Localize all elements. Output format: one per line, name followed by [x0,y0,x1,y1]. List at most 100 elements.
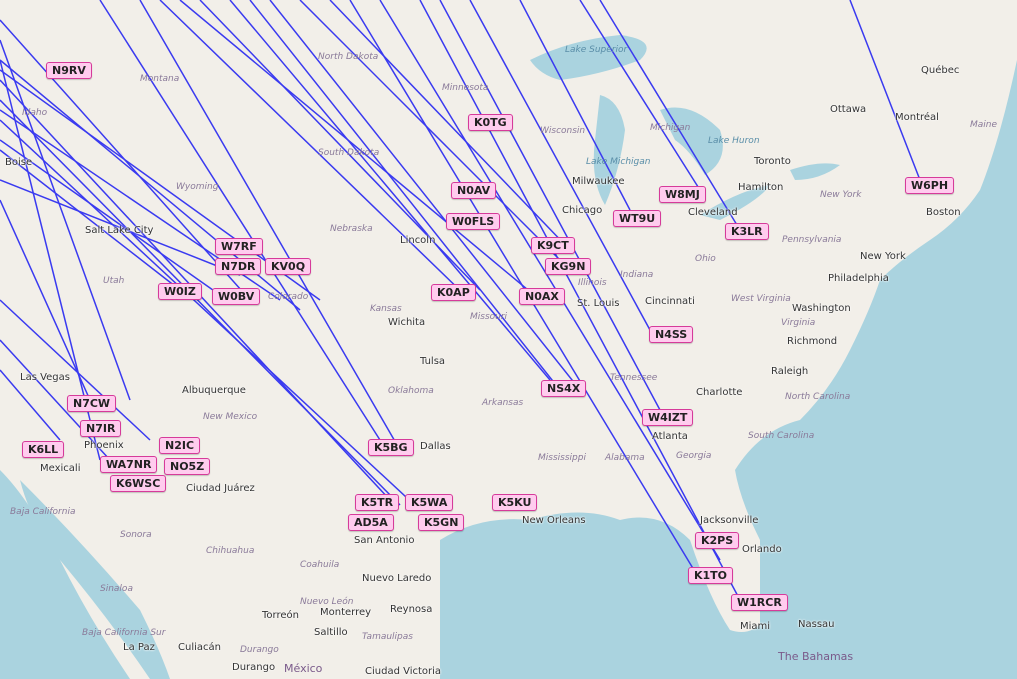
city-label: Nuevo Laredo [362,573,432,584]
city-label: Miami [740,621,771,632]
city-label: Mexicali [40,463,81,474]
callsign-marker[interactable]: K6WSC [110,475,167,492]
city-label: Philadelphia [828,273,889,284]
path-line [0,149,181,291]
callsign-marker[interactable]: W4IZT [642,409,694,426]
callsign-marker[interactable]: WA7NR [100,456,158,473]
city-label: Dallas [420,441,451,452]
path-line [419,0,741,601]
callsign-marker[interactable]: K5GN [418,514,465,531]
region-label: Oklahoma [388,386,434,396]
region-label: Colorado [268,292,309,302]
callsign-marker[interactable]: W7RF [215,238,263,255]
region-label: North Dakota [318,52,379,62]
callsign-marker[interactable]: K2PS [695,532,740,549]
callsign-marker[interactable]: K5WA [405,494,454,511]
region-label: Kansas [370,304,402,314]
city-label: Jacksonville [700,515,759,526]
callsign-marker[interactable]: K5KU [492,494,538,511]
pacific-ocean [0,470,130,679]
region-label: Minnesota [442,83,489,93]
region-label: Nebraska [330,224,373,234]
callsign-marker[interactable]: N7DR [215,258,262,275]
callsign-marker[interactable]: W1RCR [731,594,788,611]
callsign-marker[interactable]: K3LR [725,223,769,240]
region-label: Idaho [22,108,48,118]
callsign-marker[interactable]: N0AV [451,182,497,199]
water-bodies [0,35,1017,679]
city-label: Québec [921,65,960,76]
callsign-marker[interactable]: W0BV [212,288,261,305]
region-label: South Carolina [748,431,815,441]
callsign-marker[interactable]: W8MJ [659,186,706,203]
callsign-marker[interactable]: N0AX [519,288,565,305]
region-label: Utah [103,276,125,286]
callsign-marker[interactable]: W0FLS [446,213,501,230]
region-label: Nuevo León [300,597,354,607]
path-line [299,0,561,261]
callsign-marker[interactable]: K0AP [431,284,476,301]
city-label: Reynosa [390,604,433,615]
path-line [0,119,421,511]
region-label: North Carolina [785,392,851,402]
region-label: West Virginia [731,294,791,304]
callsign-marker[interactable]: NS4X [541,380,587,397]
city-label: Ciudad Victoria [365,666,442,677]
city-label: Tulsa [420,356,446,367]
callsign-marker[interactable]: K5BG [368,439,414,456]
city-label: Chicago [562,205,603,216]
region-label: Ohio [695,254,716,264]
region-label: Alabama [605,453,645,463]
lake-erie [700,185,770,220]
region-label: Missouri [470,312,508,322]
path-line [0,59,101,461]
path-line [249,0,561,391]
callsign-marker[interactable]: KV0Q [265,258,312,275]
callsign-marker[interactable]: N7IR [80,420,122,437]
callsign-marker[interactable]: N4SS [649,326,694,343]
callsign-marker[interactable]: K9CT [531,237,575,254]
city-label: Boise [5,157,33,168]
callsign-marker[interactable]: KG9N [545,258,592,275]
region-label: Coahuila [300,560,340,570]
city-label: Raleigh [771,366,809,377]
path-line [329,0,571,251]
path-line [159,0,471,301]
city-label: Lincoln [400,235,436,246]
city-label: Atlanta [652,431,688,442]
city-label: Wichita [388,317,426,328]
callsign-marker[interactable]: NO5Z [164,458,211,475]
city-label: Boston [926,207,961,218]
path-line [0,369,61,441]
city-label: Culiacán [178,642,221,653]
callsign-marker[interactable]: K1TO [688,567,734,584]
region-label: Wisconsin [540,126,586,136]
city-label: Durango [232,662,276,673]
path-line [0,99,401,506]
region-label: Illinois [578,278,607,288]
city-label: New Orleans [522,515,586,526]
callsign-marker[interactable]: WT9U [613,210,662,227]
region-label: Chihuahua [206,546,255,556]
water-label: Lake Huron [708,136,760,146]
callsign-marker[interactable]: W6PH [905,177,955,194]
city-label: Washington [792,303,851,314]
region-label: Mississippi [538,453,586,463]
callsign-marker[interactable]: N2IC [159,437,201,454]
callsign-marker[interactable]: N9RV [46,62,92,79]
water-label: Lake Superior [565,45,628,55]
path-line [579,0,701,191]
callsign-marker[interactable]: AD5A [348,514,394,531]
callsign-marker[interactable]: K6LL [22,441,65,458]
callsign-marker[interactable]: K0TG [468,114,513,131]
path-line [139,0,401,451]
city-label: Hamilton [738,182,784,193]
city-label: Phoenix [84,440,124,451]
path-line [0,19,251,301]
path-line [0,199,91,401]
city-label: Monterrey [320,607,372,618]
callsign-marker[interactable]: K5TR [355,494,400,511]
callsign-marker[interactable]: W0IZ [158,283,202,300]
callsign-marker[interactable]: N7CW [67,395,117,412]
